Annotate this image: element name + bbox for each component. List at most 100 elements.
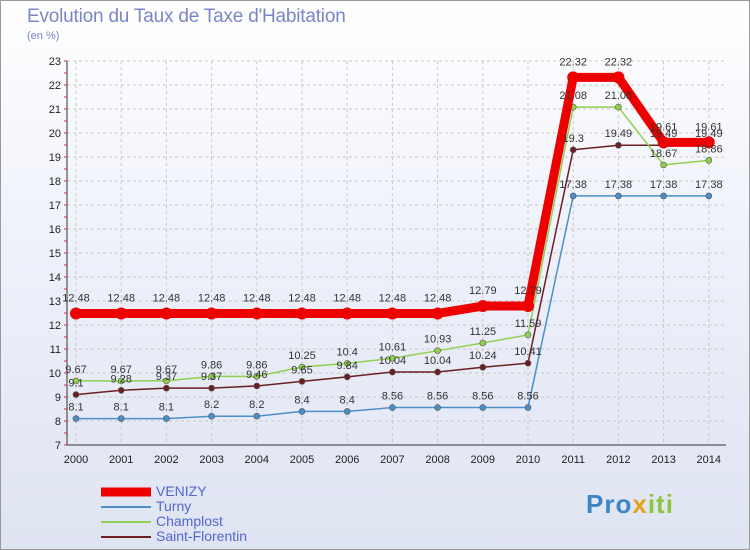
data-label: 9.86 [246, 359, 267, 371]
data-point [524, 359, 532, 367]
data-point [705, 192, 713, 200]
data-point [569, 192, 577, 200]
data-label: 12.79 [514, 285, 542, 297]
data-label: 12.79 [469, 285, 497, 297]
data-point [705, 157, 713, 164]
data-label: 8.56 [472, 391, 493, 403]
data-label: 18.67 [650, 148, 678, 160]
data-point [657, 136, 670, 149]
data-label: 9.84 [336, 360, 357, 372]
data-point [341, 307, 354, 320]
data-label: 19.3 [562, 133, 583, 145]
data-label: 18.86 [695, 143, 723, 155]
legend-swatch-champlost [101, 521, 151, 523]
x-tick-label: 2013 [651, 454, 675, 466]
data-point [615, 103, 622, 111]
y-tick-label: 14 [49, 272, 61, 284]
x-tick-label: 2001 [109, 454, 133, 466]
data-point [343, 360, 351, 367]
data-point [479, 363, 487, 371]
data-label: 12.48 [198, 292, 226, 304]
data-label: 12.48 [62, 292, 90, 304]
y-tick-label: 16 [49, 224, 61, 236]
data-point [117, 377, 125, 385]
x-tick-label: 2007 [380, 454, 404, 466]
proxiti-logo: Proxiti [586, 489, 674, 520]
x-tick-label: 2003 [199, 454, 223, 466]
data-point [298, 378, 306, 385]
y-tick-label: 17 [49, 200, 61, 212]
data-point [524, 404, 532, 411]
data-label: 9.65 [291, 364, 312, 376]
data-point [253, 382, 261, 390]
data-point [163, 415, 170, 422]
y-tick-label: 20 [49, 128, 61, 140]
data-point [70, 307, 82, 320]
data-point [343, 373, 351, 381]
y-tick-label: 19 [49, 152, 61, 164]
data-point [615, 192, 622, 200]
data-point [298, 363, 306, 371]
data-label: 8.4 [294, 394, 309, 406]
data-point [72, 415, 80, 422]
data-point [250, 307, 263, 320]
data-point [208, 412, 215, 420]
data-point [72, 391, 80, 398]
data-label: 10.25 [288, 350, 316, 362]
data-point [389, 404, 396, 411]
data-point [567, 71, 580, 84]
y-tick-label: 15 [49, 248, 61, 260]
data-label: 19.61 [695, 121, 723, 133]
data-label: 19.49 [695, 128, 723, 140]
data-label: 17.38 [695, 179, 723, 191]
data-point [389, 355, 396, 362]
data-label: 22.32 [605, 56, 633, 68]
x-tick-label: 2000 [64, 454, 88, 466]
data-point [386, 307, 399, 320]
data-label: 8.56 [427, 391, 448, 403]
legend-label-champlost: Champlost [156, 513, 223, 529]
data-label: 12.48 [424, 292, 452, 304]
data-point [208, 373, 215, 380]
logo-part-2: x [632, 489, 648, 519]
data-label: 17.38 [650, 179, 678, 191]
data-point [479, 339, 487, 347]
data-label: 8.4 [340, 394, 355, 406]
data-point [660, 161, 667, 169]
data-label: 9.37 [201, 371, 222, 383]
y-tick-label: 12 [49, 320, 61, 332]
legend-label-venizy: VENIZY [156, 483, 207, 499]
data-label: 19.49 [605, 128, 633, 140]
data-label: 12.48 [153, 292, 181, 304]
data-label: 9.37 [156, 371, 177, 383]
data-label: 19.49 [650, 128, 678, 140]
data-label: 8.1 [68, 402, 83, 414]
data-point [163, 377, 170, 385]
data-point [208, 384, 215, 392]
data-label: 21.08 [605, 90, 633, 102]
legend-label-turny: Turny [156, 498, 192, 514]
data-point [389, 368, 396, 376]
data-point [205, 307, 218, 320]
y-tick-label: 22 [49, 80, 61, 92]
data-point [702, 136, 715, 149]
data-label: 11.25 [469, 326, 496, 338]
data-point [115, 307, 128, 320]
x-tick-label: 2008 [425, 454, 449, 466]
data-point [522, 300, 534, 313]
data-point [160, 307, 173, 320]
data-label: 9.86 [201, 359, 222, 371]
data-point [434, 347, 441, 354]
data-label: 17.38 [605, 179, 633, 191]
data-label: 8.1 [114, 402, 129, 414]
data-label: 9.46 [246, 369, 267, 381]
legend-swatch-saint-florentin [101, 536, 151, 538]
data-point [431, 307, 444, 320]
data-label: 12.48 [107, 292, 135, 304]
y-tick-label: 11 [50, 344, 61, 356]
data-label: 10.61 [379, 341, 407, 353]
data-label: 9.1 [68, 378, 83, 390]
y-tick-label: 21 [49, 104, 61, 116]
x-tick-label: 2006 [335, 454, 359, 466]
